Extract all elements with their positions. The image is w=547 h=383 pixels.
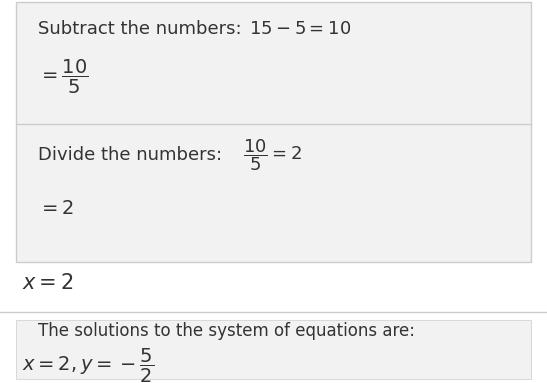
- FancyBboxPatch shape: [16, 2, 531, 262]
- Text: $x=2$: $x=2$: [22, 273, 73, 293]
- Text: $=2$: $=2$: [38, 199, 74, 218]
- Text: $\dfrac{10}{5}=2$: $\dfrac{10}{5}=2$: [243, 137, 302, 173]
- Text: Divide the numbers:: Divide the numbers:: [38, 146, 228, 164]
- Text: $x=2, y=-\dfrac{5}{2}$: $x=2, y=-\dfrac{5}{2}$: [22, 347, 154, 383]
- FancyBboxPatch shape: [16, 320, 531, 379]
- Text: $15-5=10$: $15-5=10$: [249, 20, 351, 38]
- Text: The solutions to the system of equations are:: The solutions to the system of equations…: [38, 322, 415, 340]
- Text: $=\dfrac{10}{5}$: $=\dfrac{10}{5}$: [38, 57, 89, 96]
- Text: Subtract the numbers:: Subtract the numbers:: [38, 20, 248, 38]
